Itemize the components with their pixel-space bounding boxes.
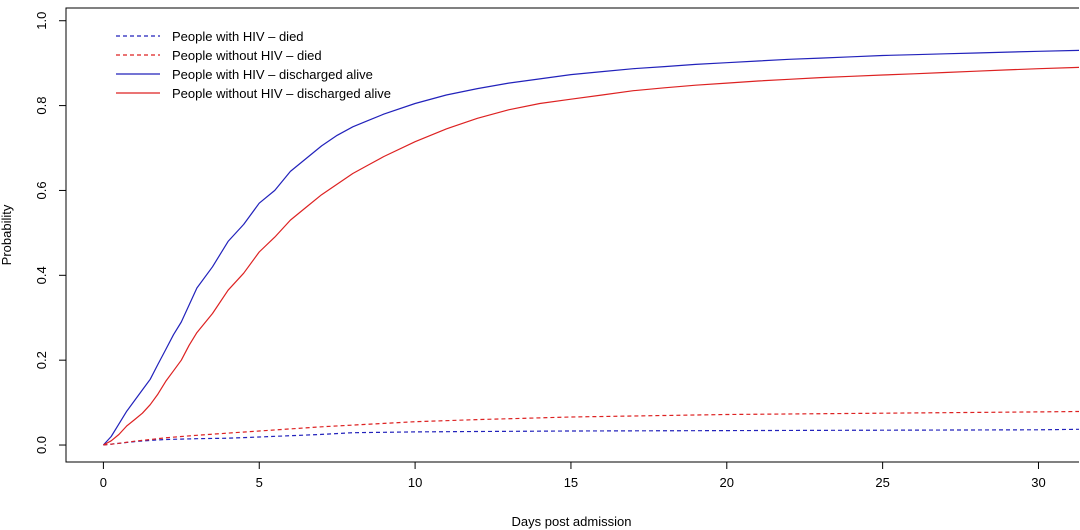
x-tick-label: 20 — [720, 475, 734, 490]
x-tick-label: 10 — [408, 475, 422, 490]
y-tick-label: 0.2 — [34, 351, 49, 369]
legend-label-4: People without HIV – discharged alive — [172, 86, 391, 101]
series-line-1 — [103, 428, 1080, 446]
series-line-2 — [103, 410, 1080, 446]
legend-label-3: People with HIV – discharged alive — [172, 67, 373, 82]
y-axis-title: Probability — [0, 204, 14, 265]
legend-label-2: People without HIV – died — [172, 48, 322, 63]
y-tick-label: 0.4 — [34, 266, 49, 284]
y-tick-label: 1.0 — [34, 12, 49, 30]
x-tick-label: 0 — [100, 475, 107, 490]
legend-label-1: People with HIV – died — [172, 29, 304, 44]
x-tick-label: 5 — [256, 475, 263, 490]
plot-area — [102, 49, 1080, 446]
legend: People with HIV – died People without HIV… — [116, 29, 391, 101]
x-axis-title: Days post admission — [512, 514, 632, 529]
x-tick-label: 30 — [1031, 475, 1045, 490]
series-line-4 — [103, 66, 1080, 446]
axes: 0 5 10 15 20 25 30 0.0 0.2 0.4 0.6 0.8 1.0 — [34, 7, 1079, 490]
y-tick-label: 0.8 — [34, 97, 49, 115]
plot-frame — [65, 7, 1079, 463]
x-tick-label: 15 — [564, 475, 578, 490]
series-line-3 — [102, 49, 1080, 446]
x-tick-label: 25 — [875, 475, 889, 490]
y-tick-label: 0.0 — [34, 436, 49, 454]
y-tick-label: 0.6 — [34, 181, 49, 199]
